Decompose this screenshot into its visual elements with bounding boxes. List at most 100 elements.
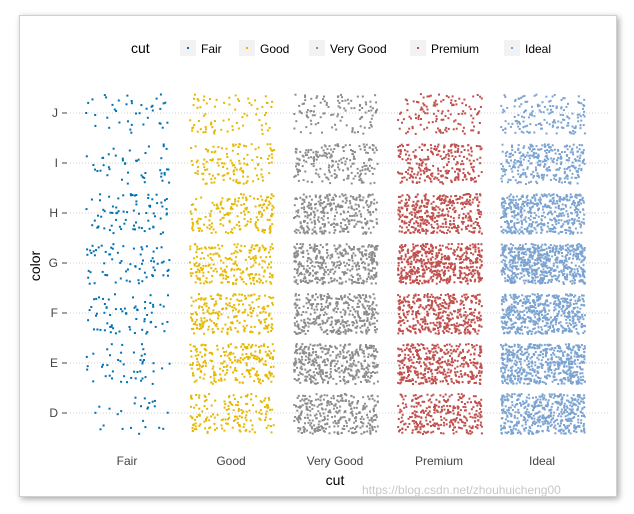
data-point: [310, 208, 313, 211]
data-point: [446, 371, 449, 374]
data-point: [167, 268, 170, 271]
data-point: [102, 297, 104, 300]
data-point: [228, 96, 231, 99]
data-point: [209, 351, 212, 354]
data-point: [243, 112, 246, 115]
data-point: [370, 117, 373, 120]
data-point: [399, 378, 402, 381]
data-point: [235, 278, 238, 281]
data-point: [238, 359, 241, 362]
data-point: [317, 216, 320, 219]
data-point: [338, 266, 341, 269]
data-point: [323, 95, 325, 98]
data-point: [478, 293, 481, 296]
data-point: [466, 267, 469, 270]
data-point: [405, 347, 408, 350]
data-point: [371, 261, 374, 264]
data-point: [192, 223, 195, 226]
data-point: [410, 415, 413, 418]
data-point: [216, 327, 219, 330]
data-point: [191, 163, 194, 166]
data-point: [121, 159, 124, 162]
data-point: [432, 382, 434, 385]
data-point: [195, 364, 198, 367]
data-point: [246, 175, 249, 178]
data-point: [417, 349, 419, 352]
data-point: [317, 200, 320, 203]
data-point: [373, 181, 376, 184]
data-point: [311, 294, 314, 297]
data-point: [192, 323, 195, 325]
data-point: [405, 327, 408, 330]
data-point: [426, 296, 429, 299]
data-point: [460, 373, 463, 376]
data-point: [455, 325, 458, 328]
data-point: [260, 173, 263, 176]
data-point: [222, 207, 225, 210]
data-point: [334, 307, 337, 310]
data-point: [333, 397, 335, 400]
data-point: [365, 103, 368, 106]
data-point: [450, 313, 453, 316]
data-point: [211, 275, 214, 277]
data-point: [138, 112, 141, 115]
data-point: [320, 217, 323, 220]
data-point: [193, 428, 196, 431]
data-point: [305, 405, 308, 408]
data-point: [226, 153, 228, 156]
data-point: [144, 426, 147, 429]
data-point: [139, 370, 142, 373]
data-point: [345, 421, 348, 424]
data-point: [357, 305, 360, 308]
data-point: [161, 261, 164, 264]
data-point: [329, 271, 332, 273]
data-point: [251, 244, 254, 247]
data-point: [420, 326, 423, 329]
data-point: [315, 318, 318, 321]
data-point: [309, 119, 312, 122]
data-point: [435, 271, 438, 274]
data-point: [150, 311, 153, 314]
data-point: [343, 370, 346, 373]
data-point: [416, 425, 419, 428]
data-point: [209, 295, 212, 298]
data-point: [374, 282, 377, 285]
data-point: [229, 159, 232, 162]
data-point: [450, 393, 453, 396]
data-point: [299, 413, 302, 416]
data-point: [367, 368, 370, 371]
data-point: [344, 310, 347, 313]
data-point: [302, 305, 305, 308]
data-point: [408, 379, 411, 381]
data-point: [433, 403, 436, 406]
data-point: [356, 305, 359, 308]
data-point: [357, 299, 360, 302]
data-point: [294, 247, 297, 250]
data-point: [240, 244, 243, 247]
data-point: [445, 246, 448, 249]
data-point: [296, 309, 298, 312]
data-point: [408, 366, 411, 369]
data-point: [307, 257, 309, 260]
data-point: [100, 215, 103, 218]
data-point: [469, 353, 472, 356]
data-point: [252, 277, 254, 280]
data-point: [160, 175, 163, 178]
data-point: [369, 431, 372, 434]
data-point: [417, 328, 420, 331]
data-point: [423, 294, 426, 296]
data-point: [400, 348, 403, 351]
data-point: [369, 376, 372, 379]
data-point: [368, 256, 371, 258]
data-point: [413, 302, 416, 305]
data-point: [421, 260, 424, 263]
data-point: [352, 197, 355, 200]
data-point: [433, 409, 436, 411]
data-point: [463, 416, 466, 419]
data-point: [480, 410, 483, 413]
data-point: [470, 321, 473, 324]
data-point: [302, 251, 305, 254]
data-point: [132, 209, 135, 212]
data-point: [263, 399, 266, 402]
data-point: [445, 375, 448, 378]
